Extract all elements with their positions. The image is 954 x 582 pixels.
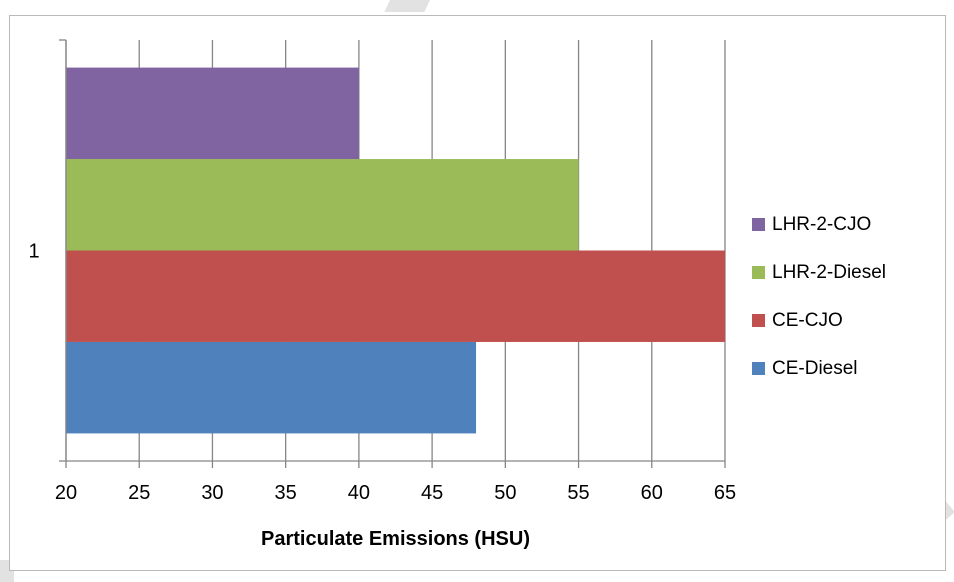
y-tick-labels: 1 bbox=[28, 241, 39, 263]
axes bbox=[59, 39, 726, 468]
legend-label-ce-diesel: CE-Diesel bbox=[772, 358, 858, 379]
x-tick-label-60: 60 bbox=[641, 482, 663, 504]
legend-label-lhr-2-diesel: LHR-2-Diesel bbox=[772, 262, 886, 283]
bar-ce-cjo bbox=[66, 250, 725, 342]
x-axis-title: Particulate Emissions (HSU) bbox=[261, 528, 530, 550]
x-tick-label-40: 40 bbox=[348, 482, 370, 504]
x-tick-labels: 20 25 30 35 40 45 50 55 60 65 bbox=[55, 482, 736, 504]
x-tick-label-45: 45 bbox=[421, 482, 443, 504]
bar-lhr-2-cjo bbox=[66, 67, 359, 160]
x-tick-label-55: 55 bbox=[567, 482, 589, 504]
x-tick-label-25: 25 bbox=[128, 482, 150, 504]
legend-label-lhr-2-cjo: LHR-2-CJO bbox=[772, 214, 871, 235]
legend-swatch-ce-diesel bbox=[752, 362, 765, 375]
legend: LHR-2-CJO LHR-2-Diesel CE-CJO CE-Diesel bbox=[752, 214, 886, 379]
y-tick-label-1: 1 bbox=[28, 241, 39, 263]
legend-swatch-lhr-2-diesel bbox=[752, 266, 765, 279]
x-tick-label-50: 50 bbox=[494, 482, 516, 504]
x-tick-label-35: 35 bbox=[275, 482, 297, 504]
bar-ce-diesel bbox=[66, 341, 477, 434]
x-tick-label-20: 20 bbox=[55, 482, 77, 504]
x-tick-label-30: 30 bbox=[201, 482, 223, 504]
legend-swatch-lhr-2-cjo bbox=[752, 218, 765, 231]
legend-swatch-ce-cjo bbox=[752, 314, 765, 327]
x-tick-label-65: 65 bbox=[714, 482, 736, 504]
bar-lhr-2-diesel bbox=[66, 159, 579, 251]
bars bbox=[66, 67, 725, 434]
legend-label-ce-cjo: CE-CJO bbox=[772, 310, 843, 331]
